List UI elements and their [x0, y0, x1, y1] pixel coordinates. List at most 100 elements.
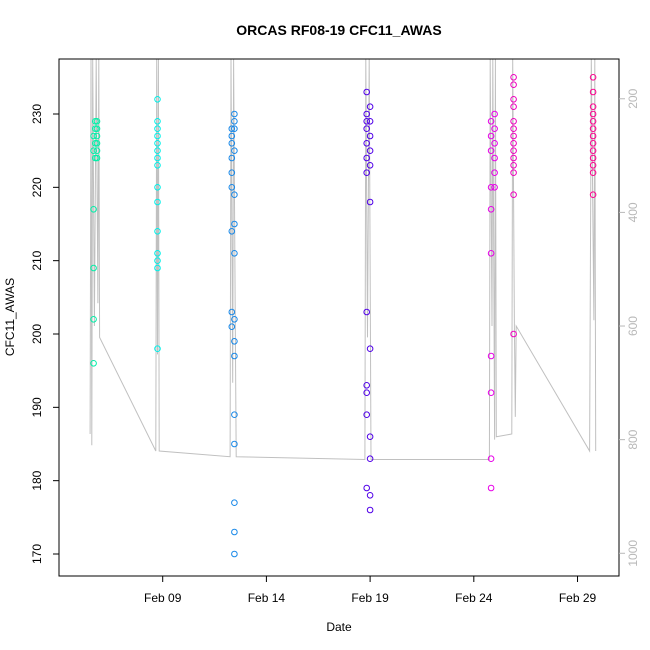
data-point: [154, 96, 161, 103]
data-point: [589, 110, 597, 118]
data-point: [231, 499, 238, 507]
data-point: [228, 169, 236, 176]
x-axis-label: Date: [326, 620, 352, 634]
data-point: [589, 74, 597, 81]
data-point: [90, 264, 97, 272]
data-point: [93, 140, 101, 147]
series-rf08: [90, 118, 101, 367]
data-point: [228, 228, 236, 235]
series-rf14: [589, 74, 597, 198]
series-rf11: [363, 88, 374, 514]
series-rf09: [154, 96, 161, 353]
data-point: [231, 440, 238, 448]
data-point: [487, 250, 495, 257]
data-point: [231, 528, 238, 536]
data-point: [93, 154, 101, 162]
data-point: [93, 147, 101, 154]
data-point: [363, 308, 371, 316]
y-axis: 170 180 190 200 210 220 230: [30, 104, 59, 564]
series-rf13: [510, 74, 517, 338]
data-point: [231, 338, 238, 345]
data-point: [363, 484, 371, 492]
y-tick-label: 190: [30, 397, 44, 417]
data-point: [231, 316, 238, 323]
data-point: [589, 88, 597, 96]
data-point: [589, 191, 597, 198]
data-point: [487, 147, 495, 154]
data-point: [90, 132, 97, 140]
data-point: [90, 206, 97, 213]
data-point: [363, 154, 371, 162]
data-point: [487, 132, 495, 140]
data-point: [231, 352, 238, 360]
data-point: [231, 147, 238, 154]
right-tick-label: 400: [626, 202, 640, 222]
x-tick-label: Feb 24: [455, 591, 493, 605]
data-point: [154, 154, 161, 162]
data-point: [589, 154, 597, 162]
data-point: [589, 169, 597, 176]
data-point: [154, 345, 161, 353]
altitude-trace: [89, 58, 597, 461]
data-point: [231, 110, 238, 118]
trace-line: [89, 58, 597, 461]
data-point: [510, 169, 517, 176]
data-point: [231, 191, 238, 198]
data-point: [510, 191, 517, 198]
data-point: [366, 345, 374, 353]
data-point: [487, 484, 495, 492]
data-point: [487, 389, 495, 397]
data-point: [363, 169, 371, 176]
right-tick-label: 200: [626, 88, 640, 108]
right-tick-label: 1000: [626, 540, 640, 567]
data-point: [510, 132, 517, 140]
x-tick-label: Feb 19: [351, 591, 389, 605]
data-point: [366, 103, 374, 110]
data-point: [510, 125, 517, 132]
data-point: [363, 389, 371, 397]
data-point: [93, 132, 101, 140]
right-tick-label: 800: [626, 429, 640, 449]
data-point: [510, 103, 517, 110]
data-point: [589, 118, 597, 125]
data-point: [491, 169, 498, 176]
data-point: [589, 125, 597, 132]
data-point: [363, 110, 371, 118]
plot-frame: [58, 58, 620, 577]
y-tick-label: 220: [30, 177, 44, 197]
data-point: [154, 118, 161, 125]
data-point: [491, 125, 498, 132]
data-point: [228, 140, 236, 147]
data-point: [510, 118, 517, 125]
data-point: [487, 455, 495, 463]
data-point: [363, 140, 371, 147]
data-point: [510, 162, 517, 169]
data-point: [231, 550, 238, 558]
data-point: [366, 118, 374, 125]
y-tick-label: 180: [30, 470, 44, 490]
data-point: [228, 308, 236, 316]
data-point: [491, 154, 498, 162]
data-point: [90, 147, 97, 154]
data-point: [366, 455, 374, 463]
data-point: [93, 118, 101, 125]
data-point: [487, 352, 495, 360]
data-point: [228, 323, 236, 331]
data-point: [589, 147, 597, 154]
data-point: [154, 125, 161, 132]
data-point: [363, 411, 371, 419]
x-tick-label: Feb 14: [248, 591, 286, 605]
data-point: [366, 433, 374, 441]
data-point: [510, 81, 517, 88]
data-point: [491, 184, 498, 191]
data-point: [510, 140, 517, 147]
data-point: [366, 506, 374, 514]
y-tick-label: 230: [30, 104, 44, 124]
data-point: [154, 140, 161, 147]
data-point: [366, 162, 374, 169]
x-tick-label: Feb 09: [144, 591, 182, 605]
data-point: [510, 330, 517, 338]
data-point: [154, 198, 161, 206]
data-point: [154, 257, 161, 265]
data-point: [366, 132, 374, 140]
